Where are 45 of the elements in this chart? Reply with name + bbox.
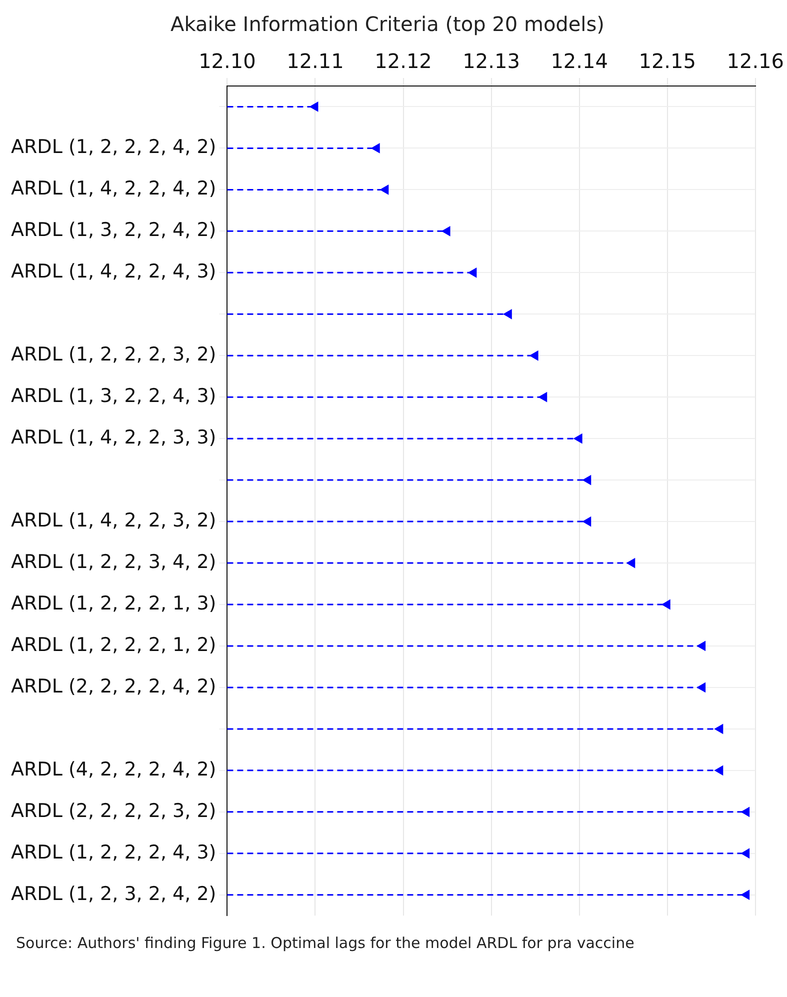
point [714, 766, 724, 776]
x-tick-label: 12.14 [550, 49, 608, 74]
point [697, 682, 706, 692]
point [574, 434, 582, 444]
point [380, 184, 389, 195]
x-tick-label: 12.10 [198, 49, 256, 74]
y-tick-label: ARDL (1, 2, 2, 2, 4, 3) [10, 841, 216, 864]
point [530, 350, 538, 360]
point [538, 392, 548, 402]
y-tick-label: ARDL (1, 4, 2, 2, 3, 3) [10, 426, 216, 449]
x-tick-label: 12.13 [462, 49, 520, 74]
point [741, 807, 750, 817]
point [741, 890, 750, 900]
y-tick-label: ARDL (1, 2, 2, 2, 3, 2) [10, 344, 216, 366]
y-tick-label: ARDL (1, 2, 2, 2, 1, 2) [10, 634, 216, 656]
point [310, 102, 318, 112]
point [442, 226, 450, 236]
y-tick-label: ARDL (1, 4, 2, 2, 4, 3) [10, 260, 216, 283]
point [697, 641, 706, 651]
y-tick-label: ARDL (1, 3, 2, 2, 4, 2) [10, 219, 216, 242]
y-tick-label: ARDL (1, 2, 2, 2, 1, 3) [10, 592, 216, 614]
point [662, 600, 670, 610]
point [714, 724, 724, 734]
y-tick-label: ARDL (1, 2, 2, 2, 4, 2) [10, 136, 216, 158]
y-tick-label: ARDL (2, 2, 2, 2, 4, 2) [10, 675, 216, 698]
y-tick-label: ARDL (4, 2, 2, 2, 4, 2) [10, 758, 216, 780]
x-tick-label: 12.11 [286, 49, 344, 74]
y-tick-label: ARDL (1, 4, 2, 2, 4, 2) [10, 178, 216, 200]
point [468, 268, 477, 278]
point [371, 143, 380, 154]
y-tick-label: ARDL (1, 4, 2, 2, 3, 2) [10, 509, 216, 532]
x-tick-label: 12.15 [638, 49, 696, 74]
x-tick-label: 12.12 [374, 49, 432, 74]
chart-title: Akaike Information Criteria (top 20 models) [170, 12, 604, 36]
y-tick-label: ARDL (1, 2, 3, 2, 4, 2) [10, 882, 216, 905]
point [582, 516, 592, 526]
point [503, 309, 512, 319]
y-tick-label: ARDL (2, 2, 2, 2, 3, 2) [10, 800, 216, 822]
point [741, 848, 750, 858]
point [626, 558, 636, 568]
y-tick-label: ARDL (1, 3, 2, 2, 4, 3) [10, 385, 216, 408]
source-note: Source: Authors' finding Figure 1. Optimal lags for the model ARDL for pra vaccine [16, 934, 636, 952]
y-tick-label: ARDL (1, 2, 2, 3, 4, 2) [10, 550, 216, 573]
point [582, 475, 592, 485]
x-tick-label: 12.16 [726, 49, 784, 74]
